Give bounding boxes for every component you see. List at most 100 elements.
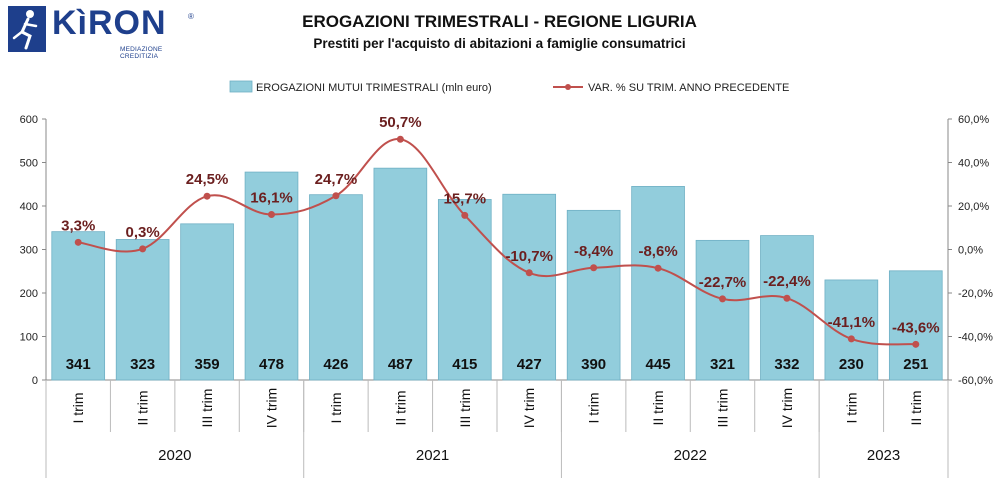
variation-point: [332, 192, 340, 200]
bar: [51, 231, 106, 381]
y-left-tick-label: 500: [20, 158, 38, 170]
y-right-tick-label: 20,0%: [958, 201, 989, 213]
legend-swatch-bar: [229, 80, 253, 93]
bar: [695, 239, 750, 381]
variation-label: 16,1%: [250, 189, 293, 206]
y-left-tick-label: 0: [32, 375, 38, 387]
variation-point: [525, 269, 533, 277]
bar: [309, 194, 363, 381]
variation-label: 50,7%: [379, 114, 422, 131]
bar: [631, 186, 685, 381]
bar-value-label: 390: [581, 356, 606, 373]
y-right-tick-label: -40,0%: [958, 332, 993, 344]
variation-label: 0,3%: [126, 224, 160, 241]
logo-name: KìRON: [52, 4, 167, 42]
variation-label: -8,6%: [638, 243, 677, 260]
category-label: II trim: [392, 391, 408, 426]
category-label: II trim: [135, 391, 151, 426]
variation-point: [590, 264, 598, 272]
variation-point: [461, 211, 469, 219]
variation-point: [203, 192, 211, 200]
bar-value-label: 341: [66, 356, 91, 373]
y-right-tick-label: -20,0%: [958, 288, 993, 300]
variation-point: [719, 295, 726, 303]
bar-value-label: 251: [903, 356, 928, 373]
variation-point: [912, 340, 920, 348]
variation-label: -10,7%: [505, 248, 553, 265]
bar-value-label: 323: [130, 356, 155, 373]
category-label: IV trim: [521, 388, 537, 428]
variation-label: 24,5%: [186, 171, 229, 188]
category-label: III trim: [457, 389, 473, 428]
bar: [566, 209, 621, 381]
bar: [115, 239, 170, 381]
bar: [180, 223, 234, 381]
category-label: II trim: [650, 391, 666, 426]
runner-icon: [12, 10, 38, 50]
bar-value-label: 230: [839, 356, 864, 373]
bar-value-label: 359: [195, 356, 220, 373]
y-right-tick-label: 60,0%: [958, 114, 989, 126]
variation-label: 15,7%: [444, 190, 487, 207]
variation-label: -22,7%: [699, 274, 747, 291]
bar: [244, 171, 299, 381]
logo-tagline: MEDIAZIONE CREDITIZIA: [120, 46, 163, 60]
year-group-label: 2021: [416, 447, 449, 464]
logo-registered-mark: ®: [188, 12, 194, 21]
variation-label: -43,6%: [892, 319, 940, 336]
variation-label: 3,3%: [61, 217, 95, 234]
y-left-tick-label: 300: [20, 245, 38, 257]
y-left-tick-label: 200: [20, 288, 38, 300]
legend-label-line: VAR. % SU TRIM. ANNO PRECEDENTE: [588, 82, 789, 94]
chart-subtitle: Prestiti per l'acquisto di abitazioni a …: [313, 36, 686, 51]
bar-value-label: 445: [646, 356, 671, 373]
variation-point: [783, 294, 791, 302]
variation-point: [396, 135, 404, 143]
bar: [437, 199, 492, 381]
category-label: I trim: [586, 392, 602, 423]
variation-label: -8,4%: [574, 243, 613, 260]
y-right-tick-label: 0,0%: [958, 245, 983, 257]
kiron-logo: KìRON ® MEDIAZIONE CREDITIZIA: [8, 4, 198, 60]
year-group-label: 2022: [674, 447, 707, 464]
legend-swatch-marker: [565, 84, 571, 90]
year-group-label: 2023: [867, 447, 900, 464]
category-label: IV trim: [264, 388, 280, 428]
y-left-tick-label: 600: [20, 114, 38, 126]
bar-value-label: 478: [259, 356, 284, 373]
category-label: I trim: [328, 392, 344, 423]
bar: [888, 270, 943, 381]
variation-label: -22,4%: [763, 273, 811, 290]
variation-point: [654, 264, 662, 272]
y-right-tick-label: 40,0%: [958, 158, 989, 170]
y-left-tick-label: 100: [20, 332, 38, 344]
bar: [373, 167, 428, 381]
year-group-label: 2020: [158, 447, 191, 464]
chart-title: EROGAZIONI TRIMESTRALI - REGIONE LIGURIA: [302, 12, 697, 31]
bar-value-label: 487: [388, 356, 413, 373]
bar-value-label: 427: [517, 356, 542, 373]
bar-value-label: 426: [323, 356, 348, 373]
category-label: II trim: [908, 391, 924, 426]
logo-runner-emblem: [8, 6, 46, 52]
category-label: III trim: [199, 389, 215, 428]
y-left-tick-label: 400: [20, 201, 38, 213]
category-label: I trim: [843, 392, 859, 423]
category-label: I trim: [70, 392, 86, 423]
bar-value-label: 415: [452, 356, 477, 373]
variation-label: -41,1%: [828, 314, 876, 331]
category-label: III trim: [715, 389, 731, 428]
bar-value-label: 321: [710, 356, 735, 373]
variation-line: [78, 138, 916, 346]
y-right-tick-label: -60,0%: [958, 375, 993, 387]
variation-point: [268, 210, 275, 218]
bar: [502, 193, 557, 381]
bar-value-label: 332: [774, 356, 799, 373]
variation-label: 24,7%: [315, 171, 358, 188]
variation-point: [139, 245, 147, 253]
legend-label-bar: EROGAZIONI MUTUI TRIMESTRALI (mln euro): [256, 82, 492, 94]
category-label: IV trim: [779, 388, 795, 428]
variation-point: [847, 335, 855, 343]
variation-point: [74, 238, 82, 246]
